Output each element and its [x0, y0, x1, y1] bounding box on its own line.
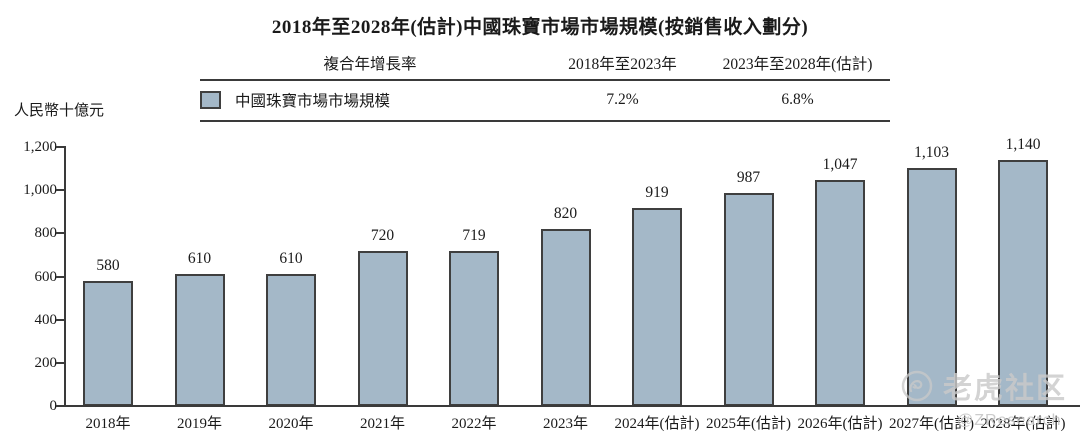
y-axis-tick-mark — [56, 361, 64, 364]
bar — [449, 250, 499, 406]
cagr-value-2023-2028: 6.8% — [781, 91, 814, 108]
bar — [998, 159, 1048, 406]
watermark: 老虎社区 — [901, 365, 1067, 407]
x-axis-label: 2020年 — [268, 416, 314, 432]
cagr-header-period-1: 2018年至2023年 — [568, 56, 677, 73]
y-axis-tick-mark — [56, 232, 64, 235]
chart-title: 2018年至2028年(估計)中國珠寶市場市場規模(按銷售收入劃分) — [271, 17, 809, 38]
bar-value-label: 1,047 — [822, 156, 858, 174]
bar-value-label: 580 — [96, 256, 120, 274]
bar — [723, 192, 774, 406]
y-axis-tick-label: 600 — [34, 268, 58, 285]
bar-value-label: 1,103 — [914, 143, 949, 161]
y-axis-tick-label: 1,200 — [23, 139, 57, 155]
bar — [632, 207, 682, 406]
y-axis-unit-label: 人民幣十億元 — [14, 103, 105, 119]
y-axis-tick-label: 0 — [49, 398, 58, 414]
y-axis-tick-mark — [56, 146, 64, 148]
cagr-value-2018-2023: 7.2% — [606, 91, 639, 108]
bar-value-label: 1,140 — [1005, 135, 1041, 153]
x-axis-label: 2021年 — [359, 416, 405, 432]
legend-swatch — [200, 91, 221, 109]
cagr-table-header-row: 複合年增長率 2018年至2023年 2023年至2028年(估計) — [200, 52, 890, 81]
bar-value-label: 820 — [553, 205, 578, 223]
y-axis-tick-mark — [56, 189, 64, 192]
watermark-community-name: 老虎社区 — [943, 373, 1068, 405]
y-axis-tick-mark — [56, 275, 64, 278]
cagr-table: 複合年增長率 2018年至2023年 2023年至2028年(估計) 中國珠寶市… — [200, 52, 890, 122]
x-axis-label: 2022年 — [451, 416, 497, 432]
x-axis-label: 2028年(估計) — [980, 416, 1066, 432]
bar — [540, 229, 591, 406]
x-axis-label: 2026年(估計) — [797, 416, 883, 432]
bar-value-label: 610 — [279, 250, 303, 268]
bar-value-label: 719 — [462, 226, 486, 244]
y-axis-tick-label: 200 — [34, 354, 58, 371]
x-axis-label: 2025年(估計) — [706, 416, 791, 432]
x-axis-label: 2018年 — [85, 416, 131, 432]
bar-value-label: 610 — [187, 250, 212, 268]
y-axis-tick-label: 800 — [34, 225, 58, 242]
y-axis-tick-mark — [56, 318, 64, 321]
bar — [357, 250, 408, 406]
x-axis-label: 2019年 — [176, 416, 222, 432]
y-axis-tick-mark — [56, 405, 64, 407]
legend-label: 中國珠寶市場市場規模 — [235, 93, 391, 110]
y-axis-tick-label: 400 — [34, 311, 58, 328]
bar-value-label: 919 — [645, 183, 669, 201]
bar-value-label: 720 — [370, 226, 395, 244]
x-axis-label: 2023年 — [542, 416, 588, 432]
bar — [174, 274, 225, 406]
y-axis-tick-label: 1,000 — [23, 182, 57, 199]
x-axis-label: 2027年(估計) — [889, 416, 974, 432]
y-axis-line — [64, 146, 66, 407]
bar — [266, 274, 316, 406]
bar-value-label: 987 — [736, 168, 761, 186]
cagr-table-data-row: 中國珠寶市場市場規模 7.2% 6.8% — [200, 81, 890, 122]
x-axis-line — [64, 405, 1080, 407]
bar — [815, 180, 865, 406]
x-axis-label: 2024年(估計) — [614, 416, 700, 432]
legend-cell: 中國珠寶市場市場規模 — [200, 89, 540, 111]
cagr-header-label: 複合年增長率 — [323, 56, 417, 73]
cagr-header-period-2: 2023年至2028年(估計) — [722, 56, 873, 73]
watermark-handle: @ZResearch — [957, 412, 1062, 429]
tiger-icon — [901, 370, 933, 402]
bar — [906, 167, 957, 406]
bar — [83, 280, 133, 406]
